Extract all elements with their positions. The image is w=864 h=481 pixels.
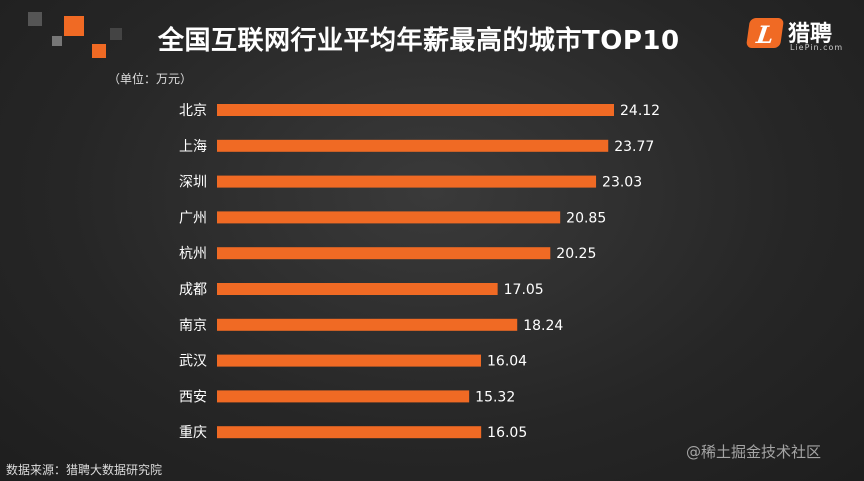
bar [217, 318, 518, 331]
bar [217, 139, 609, 152]
category-label: 武汉 [179, 354, 207, 370]
bar [217, 247, 551, 260]
cube-orange-small [92, 44, 106, 58]
category-label: 上海 [179, 139, 207, 155]
logo-name-cn: 猎聘 [788, 22, 833, 47]
value-label: 16.05 [487, 425, 527, 441]
cube-gray-2 [52, 36, 62, 46]
category-label: 北京 [179, 103, 207, 119]
bar [217, 354, 482, 367]
value-label: 16.04 [487, 354, 527, 370]
decorative-cubes [28, 12, 122, 58]
cube-gray-1 [28, 12, 42, 26]
value-label: 23.77 [614, 139, 654, 155]
bar [217, 390, 470, 403]
value-label: 23.03 [602, 175, 642, 191]
value-label: 15.32 [475, 389, 515, 405]
value-label: 17.05 [504, 282, 544, 298]
bar [217, 283, 498, 295]
cube-orange-large [64, 16, 84, 36]
watermark: @稀土掘金技术社区 [686, 443, 822, 461]
category-label: 西安 [179, 389, 207, 405]
cube-gray-3 [110, 28, 122, 40]
category-label: 广州 [179, 210, 207, 226]
value-label: 18.24 [523, 318, 563, 334]
liepin-logo: L 猎聘 LiePin.com [745, 14, 856, 54]
unit-label: （单位：万元） [108, 72, 193, 86]
bar [217, 104, 614, 116]
logo-name-en: LiePin.com [790, 43, 844, 52]
category-label: 杭州 [179, 246, 207, 262]
bar [217, 426, 482, 439]
value-label: 24.12 [620, 103, 660, 119]
data-source: 数据来源：猎聘大数据研究院 [6, 463, 163, 477]
category-label: 重庆 [179, 425, 207, 441]
category-label: 深圳 [179, 175, 207, 191]
value-label: 20.25 [556, 246, 596, 262]
chart-title: 全国互联网行业平均年薪最高的城市TOP10 [158, 26, 680, 56]
category-label: 成都 [179, 282, 207, 298]
bar [217, 175, 597, 188]
bar [217, 211, 561, 224]
value-label: 20.85 [566, 210, 606, 226]
category-label: 南京 [179, 318, 207, 334]
